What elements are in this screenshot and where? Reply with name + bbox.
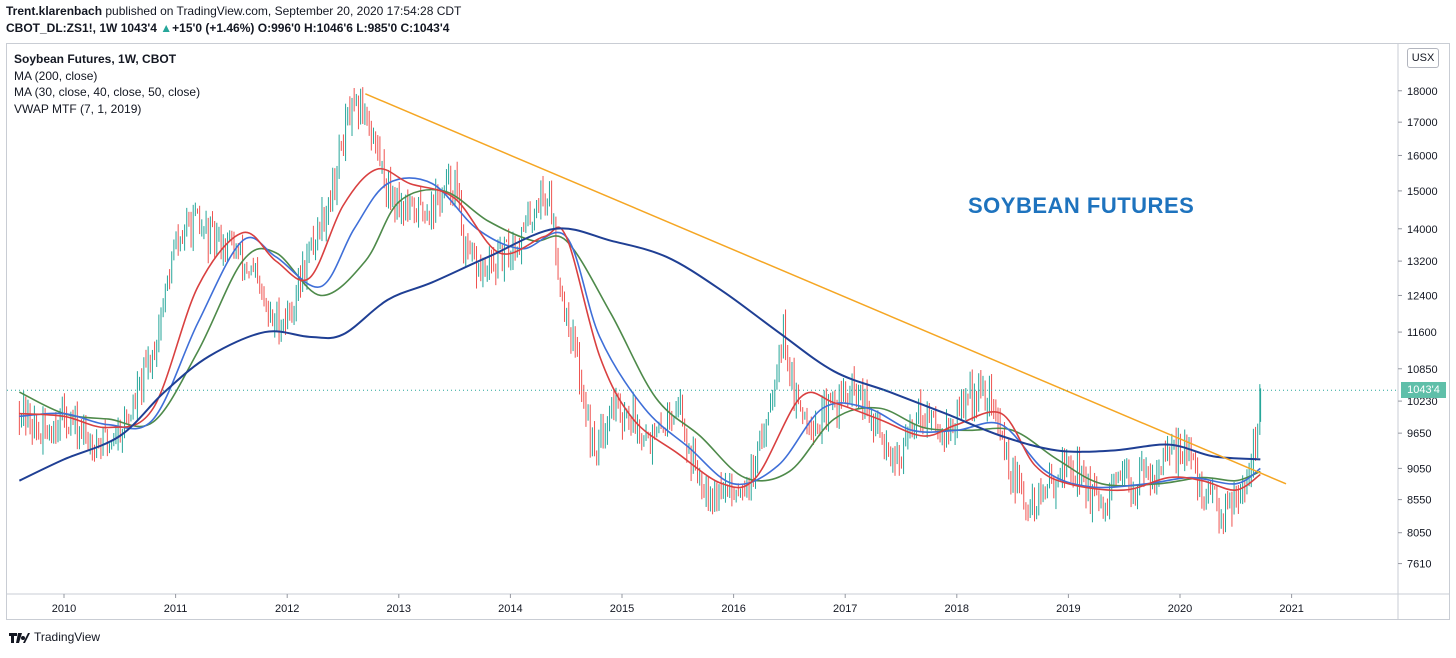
author[interactable]: Trent.klarenbach [6, 4, 103, 18]
y-tick-label: 13200 [1407, 256, 1438, 268]
x-tick-label: 2018 [945, 603, 969, 615]
chart-legend: Soybean Futures, 1W, CBOT MA (200, close… [14, 51, 200, 117]
y-tick-label: 15000 [1407, 186, 1438, 198]
last-price-tag: 1043'4 [1401, 382, 1446, 399]
up-triangle-icon: ▲ [160, 21, 173, 35]
close-value: 1043'4 [413, 21, 450, 35]
chart-header: Trent.klarenbach published on TradingVie… [6, 3, 461, 37]
footer: TradingView [8, 630, 100, 644]
y-tick-label: 9650 [1407, 428, 1431, 440]
legend-ma200[interactable]: MA (200, close) [14, 68, 98, 83]
y-tick-label: 11600 [1407, 327, 1437, 339]
publish-line: Trent.klarenbach published on TradingVie… [6, 3, 461, 20]
currency-button[interactable]: USX [1407, 48, 1439, 68]
price-change: +15'0 (+1.46%) [172, 21, 255, 35]
x-tick-label: 2010 [52, 603, 76, 615]
x-tick-label: 2016 [721, 603, 745, 615]
symbol: CBOT_DL:ZS1!, 1W [6, 21, 118, 35]
ma30-line[interactable] [19, 167, 1261, 492]
ma50-line[interactable] [19, 188, 1261, 487]
y-tick-label: 14000 [1407, 224, 1438, 236]
y-tick-label: 10850 [1407, 364, 1438, 376]
chart-frame [6, 43, 1450, 620]
open-label: O: [257, 21, 272, 35]
publish-info: published on TradingView.com, September … [102, 4, 462, 18]
y-tick-label: 8050 [1407, 528, 1431, 540]
footer-brand[interactable]: TradingView [34, 630, 101, 644]
y-tick-label: 9050 [1407, 463, 1431, 475]
last-price: 1043'4 [120, 21, 157, 35]
x-tick-label: 2013 [387, 603, 411, 615]
y-tick-label: 16000 [1407, 150, 1438, 162]
x-tick-label: 2020 [1168, 603, 1192, 615]
low-value: 985'0 [367, 21, 398, 35]
y-tick-label: 17000 [1407, 117, 1438, 129]
x-tick-label: 2019 [1056, 603, 1080, 615]
y-tick-label: 12400 [1407, 290, 1438, 302]
ma200-line[interactable] [18, 227, 1261, 482]
x-tick-label: 2021 [1279, 603, 1303, 615]
x-tick-label: 2017 [833, 603, 857, 615]
tradingview-logo-icon [9, 633, 30, 643]
close-label: C: [400, 21, 414, 35]
candles [18, 87, 1262, 535]
y-tick-label: 18000 [1407, 86, 1438, 98]
legend-ma-ribbon[interactable]: MA (30, close, 40, close, 50, close) [14, 85, 201, 99]
y-tick-label: 8550 [1407, 495, 1431, 507]
chart-annotation: SOYBEAN FUTURES [968, 193, 1195, 218]
y-tick-label: 10230 [1407, 396, 1438, 408]
low-label: L: [356, 21, 368, 35]
y-tick-label: 7610 [1407, 559, 1431, 571]
ma40-line[interactable] [19, 177, 1261, 489]
open-value: 996'0 [271, 21, 301, 35]
ohlc-line: CBOT_DL:ZS1!, 1W 1043'4 ▲+15'0 (+1.46%) … [6, 20, 461, 37]
x-tick-label: 2015 [610, 603, 634, 615]
high-value: 1046'6 [316, 21, 353, 35]
legend-title: Soybean Futures, 1W, CBOT [14, 52, 177, 66]
trendline[interactable] [365, 93, 1287, 485]
legend-vwap[interactable]: VWAP MTF (7, 1, 2019) [14, 101, 142, 116]
x-tick-label: 2014 [498, 603, 522, 615]
x-tick-label: 2012 [275, 603, 299, 615]
high-label: H: [304, 21, 317, 35]
x-tick-label: 2011 [164, 603, 188, 615]
